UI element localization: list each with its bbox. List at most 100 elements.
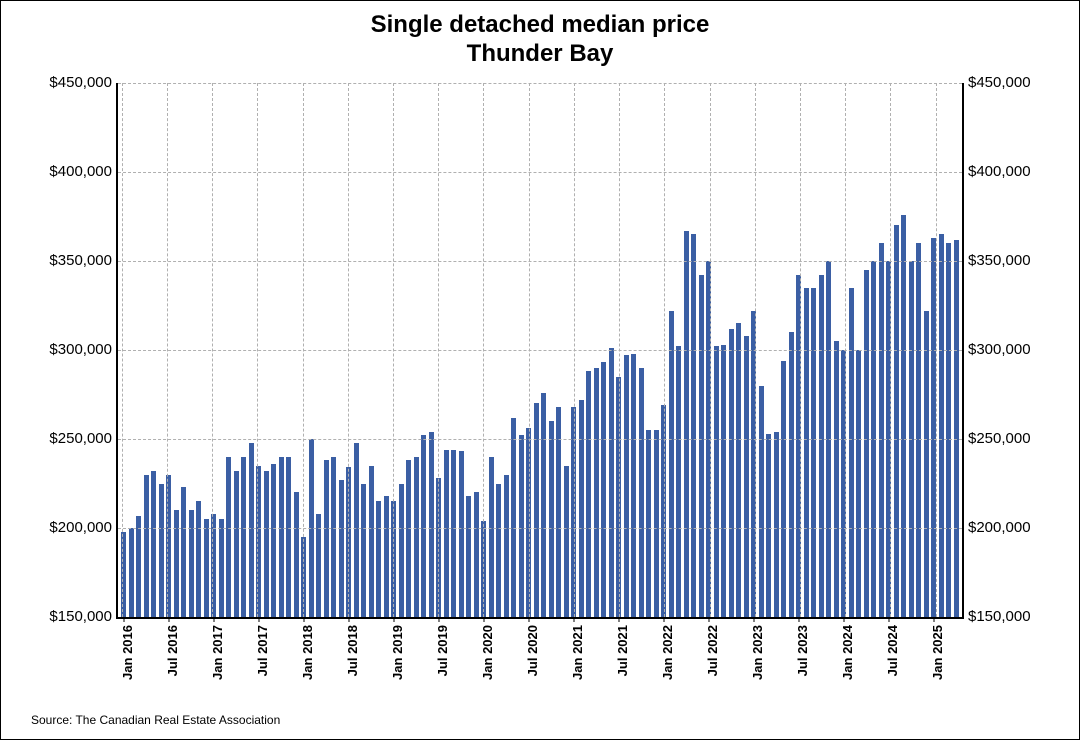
bar xyxy=(721,345,726,617)
bar xyxy=(684,231,689,617)
x-tick xyxy=(123,617,124,622)
x-tick xyxy=(663,617,664,622)
x-label: Jul 2016 xyxy=(165,625,180,676)
v-gridline xyxy=(122,83,123,617)
bar xyxy=(646,430,651,617)
bar xyxy=(594,368,599,617)
x-label: Jan 2022 xyxy=(660,625,675,680)
bar xyxy=(444,450,449,617)
y-label-right: $250,000 xyxy=(962,430,1031,447)
x-tick xyxy=(213,617,214,622)
bar xyxy=(339,480,344,617)
bar xyxy=(316,514,321,617)
bar xyxy=(459,451,464,617)
bar xyxy=(361,484,366,618)
y-label-left: $400,000 xyxy=(49,163,118,180)
bar xyxy=(736,323,741,617)
title-line-1: Single detached median price xyxy=(1,11,1079,40)
x-label: Jan 2019 xyxy=(390,625,405,680)
bar xyxy=(384,496,389,617)
bar xyxy=(226,457,231,617)
x-label: Jan 2017 xyxy=(210,625,225,680)
h-gridline xyxy=(118,528,962,529)
bar xyxy=(849,288,854,617)
v-gridline xyxy=(936,83,937,617)
bar xyxy=(136,516,141,617)
x-label: Jan 2025 xyxy=(930,625,945,680)
v-gridline xyxy=(710,83,711,617)
x-tick xyxy=(798,617,799,622)
bar xyxy=(474,492,479,617)
x-label: Jul 2020 xyxy=(525,625,540,676)
y-label-left: $300,000 xyxy=(49,341,118,358)
x-tick xyxy=(753,617,754,622)
v-gridline xyxy=(619,83,620,617)
v-gridline xyxy=(890,83,891,617)
chart-title: Single detached median price Thunder Bay xyxy=(1,1,1079,69)
bar xyxy=(811,288,816,617)
x-tick xyxy=(708,617,709,622)
h-gridline xyxy=(118,172,962,173)
bar xyxy=(286,457,291,617)
bar xyxy=(511,418,516,617)
bar xyxy=(294,492,299,617)
bar xyxy=(691,234,696,617)
chart-container: Jan 2016Jul 2016Jan 2017Jul 2017Jan 2018… xyxy=(31,83,1049,689)
bar xyxy=(144,475,149,617)
bar xyxy=(129,528,134,617)
y-label-right: $200,000 xyxy=(962,519,1031,536)
bar xyxy=(534,403,539,617)
v-gridline xyxy=(438,83,439,617)
bar xyxy=(804,288,809,617)
bar xyxy=(519,435,524,617)
x-tick xyxy=(483,617,484,622)
bar xyxy=(249,443,254,617)
bar xyxy=(159,484,164,618)
bar xyxy=(421,435,426,617)
bar xyxy=(639,368,644,617)
bar xyxy=(781,361,786,617)
x-tick xyxy=(933,617,934,622)
y-label-right: $300,000 xyxy=(962,341,1031,358)
bar xyxy=(331,457,336,617)
bar xyxy=(151,471,156,617)
y-label-left: $150,000 xyxy=(49,608,118,625)
x-tick xyxy=(843,617,844,622)
v-gridline xyxy=(483,83,484,617)
bar xyxy=(174,510,179,617)
bar xyxy=(819,275,824,617)
bar xyxy=(504,475,509,617)
x-tick xyxy=(528,617,529,622)
bar xyxy=(856,350,861,617)
bar xyxy=(354,443,359,617)
bar xyxy=(466,496,471,617)
x-label: Jul 2019 xyxy=(435,625,450,676)
bar xyxy=(399,484,404,618)
bar xyxy=(789,332,794,617)
y-label-left: $350,000 xyxy=(49,252,118,269)
y-label-right: $150,000 xyxy=(962,608,1031,625)
bar xyxy=(654,430,659,617)
bar xyxy=(631,354,636,617)
bar xyxy=(181,487,186,617)
bar xyxy=(451,450,456,617)
bar xyxy=(541,393,546,617)
title-line-2: Thunder Bay xyxy=(1,40,1079,69)
v-gridline xyxy=(167,83,168,617)
bar xyxy=(759,386,764,617)
bar xyxy=(699,275,704,617)
bar xyxy=(264,471,269,617)
x-label: Jul 2022 xyxy=(705,625,720,676)
bar xyxy=(579,400,584,617)
bar xyxy=(744,336,749,617)
bar xyxy=(624,355,629,617)
bar xyxy=(774,432,779,617)
bar xyxy=(489,457,494,617)
bar xyxy=(946,243,951,617)
x-tick xyxy=(393,617,394,622)
bar xyxy=(414,457,419,617)
x-tick xyxy=(438,617,439,622)
h-gridline xyxy=(118,439,962,440)
bar xyxy=(241,457,246,617)
bar xyxy=(834,341,839,617)
